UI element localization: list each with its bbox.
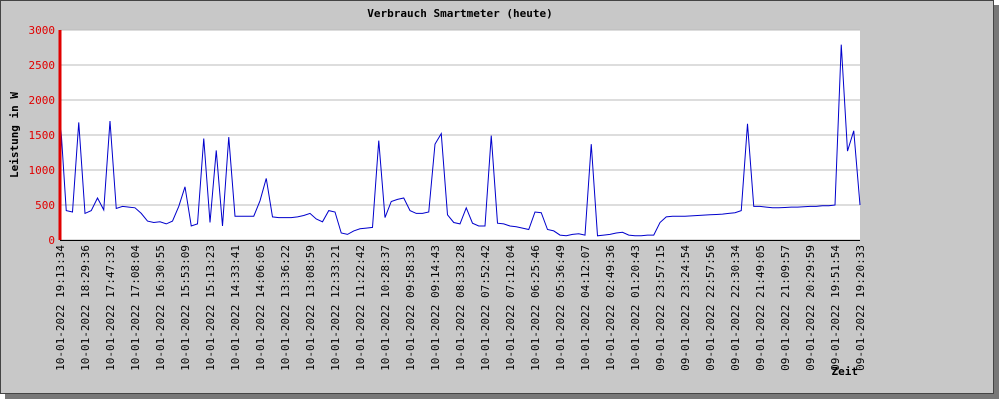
x-tick-label: 09-01-2022 23:24:54 [679,245,692,371]
x-axis-title: Zeit [832,365,859,378]
data-line [59,44,861,237]
x-tick-label: 10-01-2022 09:14:43 [429,245,442,371]
x-tick-label: 10-01-2022 07:52:42 [479,245,492,371]
x-tick-label: 10-01-2022 18:29:36 [79,245,92,371]
x-tick-label: 10-01-2022 16:30:55 [154,245,167,371]
x-tick-label: 10-01-2022 15:53:09 [179,245,192,371]
x-tick-label: 10-01-2022 17:47:32 [104,245,117,371]
x-tick-label: 10-01-2022 11:22:42 [354,245,367,371]
x-tick-label: 10-01-2022 15:13:23 [204,245,217,371]
y-tick-label: 2500 [29,59,56,72]
y-tick-label: 2000 [29,94,56,107]
y-tick-label: 1000 [29,164,56,177]
x-tick-label: 10-01-2022 13:36:22 [279,245,292,371]
x-tick-label: 10-01-2022 09:58:33 [404,245,417,371]
x-tick-label: 10-01-2022 14:06:05 [254,245,267,371]
x-tick-label: 09-01-2022 19:51:54 [829,245,842,371]
x-tick-label: 10-01-2022 19:13:34 [54,245,67,371]
x-tick-label: 10-01-2022 01:20:43 [629,245,642,371]
x-tick-label: 10-01-2022 10:28:37 [379,245,392,371]
x-tick-label: 10-01-2022 12:33:21 [329,245,342,371]
x-tick-label: 10-01-2022 04:12:07 [579,245,592,371]
x-tick-label: 10-01-2022 05:36:49 [554,245,567,371]
labels: 0 500 1000 1500 2000 2500 3000 10-01-2022 19:13… [29,24,868,371]
y-tick-label: 3000 [29,24,56,37]
x-tick-label: 09-01-2022 19:20:33 [854,245,867,371]
x-tick-label: 10-01-2022 07:12:04 [504,245,517,371]
y-axis-title: Leistung in W [8,92,21,178]
y-tick-label: 500 [35,199,55,212]
marks [58,30,861,241]
x-tick-label: 09-01-2022 22:30:34 [729,245,742,371]
x-tick-label: 10-01-2022 14:33:41 [229,245,242,371]
x-tick-label: 09-01-2022 22:57:56 [704,245,717,371]
y-tick-label: 0 [48,234,55,247]
x-tick-label: 09-01-2022 20:29:59 [804,245,817,371]
x-tick-label: 10-01-2022 06:25:46 [529,245,542,371]
x-tick-label: 10-01-2022 13:08:59 [304,245,317,371]
x-tick-label: 09-01-2022 21:49:05 [754,245,767,371]
x-tick-label: 10-01-2022 02:49:36 [604,245,617,371]
y-tick-label: 1500 [29,129,56,142]
x-tick-label: 10-01-2022 17:08:04 [129,245,142,371]
chart-title: Verbrauch Smartmeter (heute) [367,7,552,20]
x-tick-label: 09-01-2022 21:09:57 [779,245,792,371]
x-tick-label: 10-01-2022 08:33:28 [454,245,467,371]
x-tick-label: 09-01-2022 23:57:15 [654,245,667,371]
